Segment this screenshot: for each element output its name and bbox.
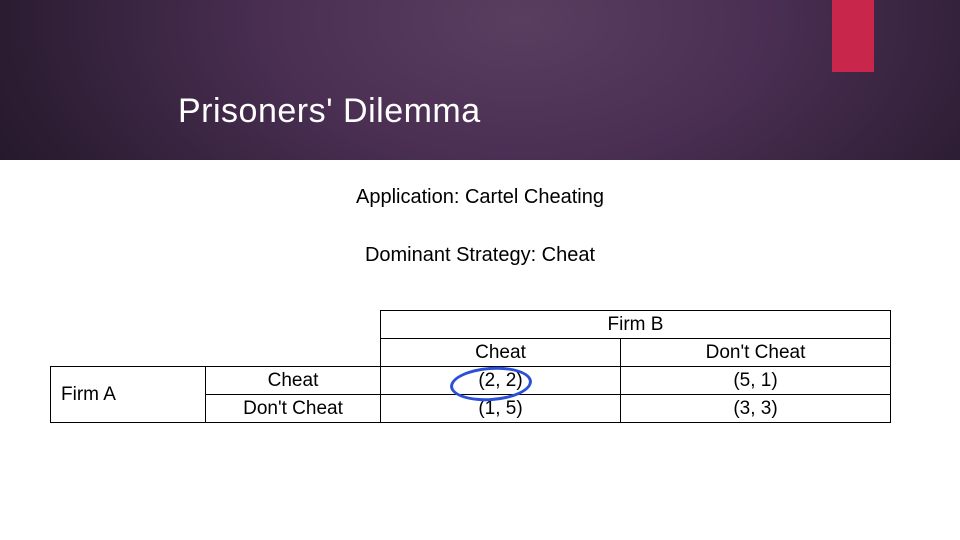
payoff-cell-r0c1: (5, 1) bbox=[621, 367, 891, 395]
table-row: Firm A Cheat (2, 2) (5, 1) bbox=[51, 367, 891, 395]
payoff-cell-r1c1: (3, 3) bbox=[621, 395, 891, 423]
subtitle-strategy: Dominant Strategy: Cheat bbox=[0, 244, 960, 267]
payoff-cell-r1c0: (1, 5) bbox=[381, 395, 621, 423]
col-strategy-0: Cheat bbox=[381, 339, 621, 367]
table-row: Firm B bbox=[51, 311, 891, 339]
empty-cell bbox=[206, 339, 381, 367]
payoff-table: Firm B Cheat Don't Cheat Firm A Cheat (2… bbox=[50, 310, 891, 423]
row-strategy-0: Cheat bbox=[206, 367, 381, 395]
subtitle-application: Application: Cartel Cheating bbox=[0, 186, 960, 209]
header-band: Prisoners' Dilemma bbox=[0, 0, 960, 160]
empty-cell bbox=[51, 339, 206, 367]
col-strategy-1: Don't Cheat bbox=[621, 339, 891, 367]
empty-cell bbox=[51, 311, 206, 339]
payoff-matrix: Firm B Cheat Don't Cheat Firm A Cheat (2… bbox=[50, 310, 890, 423]
accent-block bbox=[832, 0, 874, 72]
row-strategy-1: Don't Cheat bbox=[206, 395, 381, 423]
table-row: Cheat Don't Cheat bbox=[51, 339, 891, 367]
empty-cell bbox=[206, 311, 381, 339]
slide-title: Prisoners' Dilemma bbox=[178, 92, 481, 131]
payoff-cell-r0c0: (2, 2) bbox=[381, 367, 621, 395]
col-player-label: Firm B bbox=[381, 311, 891, 339]
row-player-label: Firm A bbox=[51, 367, 206, 423]
